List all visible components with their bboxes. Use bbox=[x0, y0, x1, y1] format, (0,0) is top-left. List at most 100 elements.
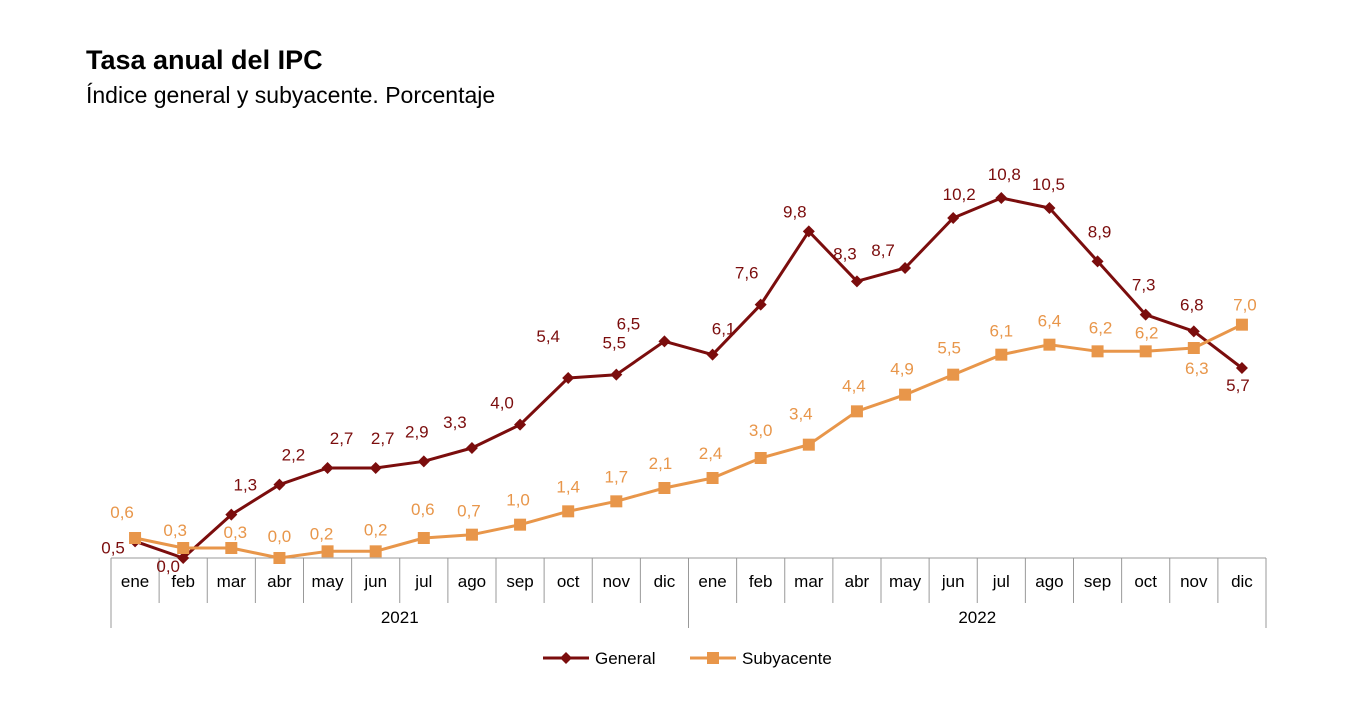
subyacente-point bbox=[129, 532, 142, 544]
general-data-label: 2,7 bbox=[371, 429, 395, 448]
general-point bbox=[369, 462, 382, 474]
subyacente-point bbox=[225, 542, 238, 554]
general-point bbox=[947, 212, 960, 224]
general-data-label: 10,5 bbox=[1032, 175, 1065, 194]
x-tick-label: dic bbox=[654, 572, 676, 591]
subyacente-data-label: 3,0 bbox=[749, 421, 773, 440]
x-tick-label: nov bbox=[603, 572, 631, 591]
general-point bbox=[225, 508, 238, 521]
subyacente-point bbox=[1235, 318, 1248, 331]
x-tick-label: mar bbox=[217, 572, 247, 591]
general-point bbox=[1091, 255, 1104, 268]
x-tick-label: sep bbox=[1084, 572, 1111, 591]
subyacente-point bbox=[658, 482, 671, 494]
general-data-label: 1,3 bbox=[233, 476, 257, 495]
general-point bbox=[899, 262, 912, 274]
x-tick-label: sep bbox=[506, 572, 533, 591]
general-data-label: 2,7 bbox=[330, 429, 354, 448]
subyacente-point bbox=[465, 528, 478, 541]
subyacente-point bbox=[1043, 338, 1056, 351]
subyacente-point bbox=[947, 368, 960, 381]
general-data-label: 5,4 bbox=[536, 327, 560, 346]
legend-general-label: General bbox=[595, 649, 655, 668]
subyacente-point bbox=[706, 472, 719, 484]
subyacente-point bbox=[995, 348, 1008, 361]
x-tick-label: oct bbox=[1134, 572, 1157, 591]
general-point bbox=[754, 298, 767, 311]
general-data-label: 0,5 bbox=[101, 538, 125, 557]
subyacente-data-label: 2,1 bbox=[649, 454, 673, 473]
general-data-label: 10,8 bbox=[988, 165, 1021, 184]
subyacente-point bbox=[417, 532, 430, 544]
x-tick-label: abr bbox=[267, 572, 292, 591]
general-data-label: 2,9 bbox=[405, 422, 429, 441]
general-point bbox=[417, 455, 430, 468]
subyacente-point bbox=[850, 405, 863, 418]
subyacente-data-label: 6,3 bbox=[1185, 359, 1209, 378]
general-data-label: 8,7 bbox=[871, 241, 895, 260]
subyacente-data-label: 4,9 bbox=[890, 360, 914, 379]
general-data-label: 8,3 bbox=[833, 244, 857, 263]
subyacente-data-label: 0,3 bbox=[223, 523, 247, 542]
x-tick-label: jul bbox=[992, 572, 1010, 591]
general-data-label: 6,5 bbox=[617, 314, 641, 333]
subyacente-point bbox=[562, 505, 575, 518]
subyacente-point bbox=[369, 545, 382, 558]
general-point bbox=[658, 335, 671, 348]
general-data-label: 7,6 bbox=[735, 264, 759, 283]
x-tick-label: oct bbox=[557, 572, 580, 591]
subyacente-point bbox=[514, 518, 527, 531]
general-point bbox=[850, 275, 863, 288]
x-tick-label: jun bbox=[941, 572, 965, 591]
subyacente-point bbox=[754, 452, 767, 464]
general-point bbox=[514, 418, 527, 431]
x-tick-label: may bbox=[889, 572, 922, 591]
subyacente-point bbox=[899, 388, 912, 401]
general-point bbox=[1187, 325, 1200, 338]
legend-general-marker bbox=[560, 652, 572, 664]
general-data-label: 9,8 bbox=[783, 202, 807, 221]
subyacente-point bbox=[1091, 345, 1104, 358]
general-point bbox=[1139, 308, 1152, 321]
general-data-label: 6,8 bbox=[1180, 295, 1204, 314]
subyacente-data-label: 6,1 bbox=[989, 322, 1013, 341]
subyacente-data-label: 0,3 bbox=[163, 521, 187, 540]
general-point bbox=[802, 225, 815, 238]
general-data-label: 0,0 bbox=[156, 557, 180, 576]
x-tick-label: may bbox=[312, 572, 345, 591]
general-point bbox=[995, 192, 1008, 204]
subyacente-point bbox=[177, 542, 190, 554]
x-tick-label: jun bbox=[363, 572, 387, 591]
x-tick-label: ago bbox=[458, 572, 486, 591]
subyacente-data-label: 4,4 bbox=[842, 376, 866, 395]
subyacente-point bbox=[1187, 342, 1200, 354]
chart-subtitle: Índice general y subyacente. Porcentaje bbox=[86, 82, 496, 108]
general-data-label: 5,7 bbox=[1226, 376, 1250, 395]
general-point bbox=[321, 462, 334, 474]
series-line-subyacente bbox=[134, 323, 1243, 560]
general-data-label: 8,9 bbox=[1088, 222, 1112, 241]
year-group-label: 2021 bbox=[381, 608, 419, 627]
general-data-label: 10,2 bbox=[943, 185, 976, 204]
subyacente-data-label: 0,2 bbox=[310, 524, 334, 543]
x-tick-label: abr bbox=[845, 572, 870, 591]
subyacente-data-label: 0,7 bbox=[457, 502, 481, 521]
general-point bbox=[610, 368, 623, 381]
subyacente-data-label: 0,6 bbox=[110, 503, 134, 522]
subyacente-data-label: 1,0 bbox=[506, 491, 530, 510]
series-line-general bbox=[134, 196, 1243, 560]
subyacente-point bbox=[1139, 345, 1152, 358]
x-tick-label: feb bbox=[171, 572, 195, 591]
subyacente-data-label: 1,4 bbox=[556, 477, 580, 496]
general-point bbox=[1235, 362, 1248, 374]
general-data-label: 2,2 bbox=[282, 446, 306, 465]
general-data-label: 4,0 bbox=[490, 394, 514, 413]
chart-title: Tasa anual del IPC bbox=[86, 45, 323, 75]
subyacente-data-label: 6,2 bbox=[1135, 323, 1159, 342]
x-tick-label: ene bbox=[698, 572, 726, 591]
subyacente-data-label: 2,4 bbox=[699, 444, 723, 463]
general-point bbox=[706, 348, 719, 361]
subyacente-point bbox=[321, 545, 334, 558]
general-data-label: 5,5 bbox=[602, 334, 626, 353]
